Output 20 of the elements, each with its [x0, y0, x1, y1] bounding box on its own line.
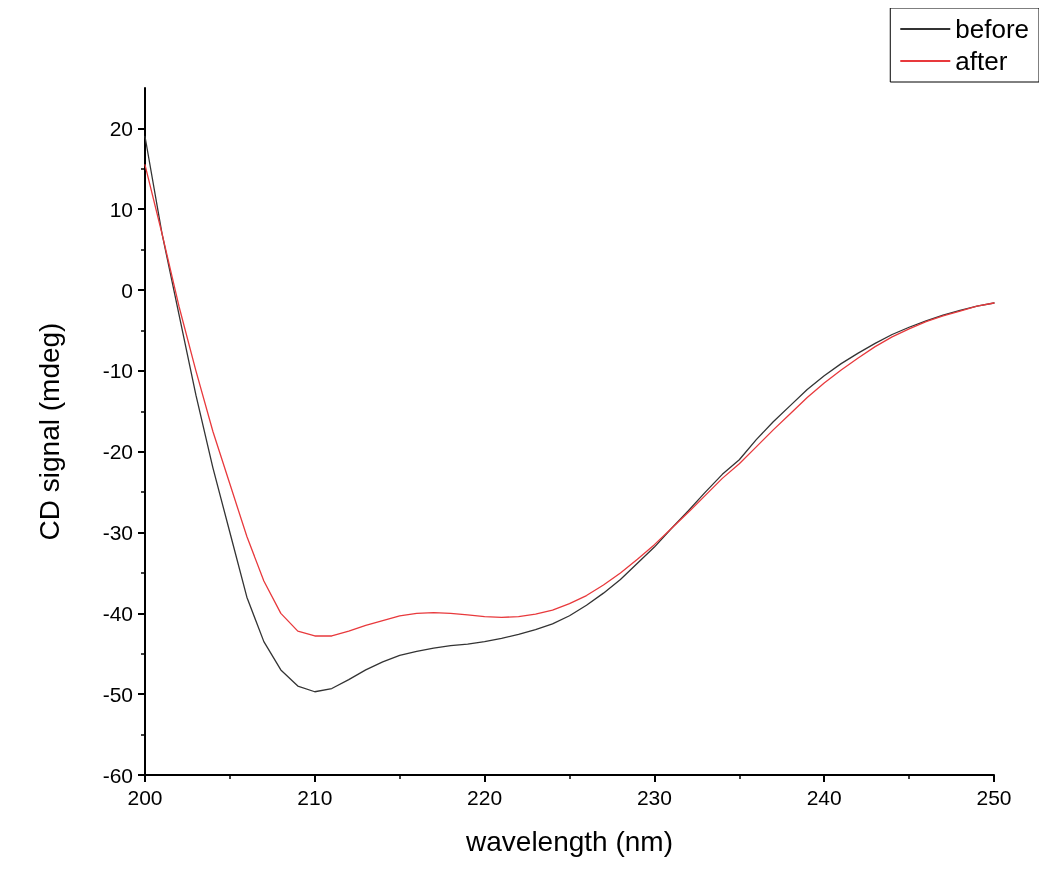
y-tick-label: -20: [102, 440, 133, 464]
line-series: [144, 164, 995, 637]
y-tick-label: -30: [102, 521, 133, 545]
y-tick-label: -10: [102, 359, 133, 383]
y-axis-title: CD signal (mdeg): [33, 322, 65, 541]
x-tick-label: 230: [636, 786, 672, 809]
y-tick-label: 20: [109, 116, 133, 140]
y-tick-label: 0: [121, 278, 133, 302]
y-tick-label: -60: [102, 763, 133, 787]
y-tick-label: -50: [102, 682, 133, 706]
x-axis-title: wavelength (nm): [465, 825, 673, 857]
x-tick-label: 200: [127, 786, 163, 809]
x-tick-label: 250: [976, 786, 1012, 809]
legend-label: before: [955, 14, 1030, 44]
legend-label: after: [955, 46, 1008, 76]
x-tick-label: 220: [467, 786, 503, 809]
x-tick-label: 240: [806, 786, 842, 809]
y-tick-label: 10: [109, 197, 133, 221]
x-tick-label: 210: [297, 786, 333, 809]
y-tick-label: -40: [102, 601, 133, 625]
